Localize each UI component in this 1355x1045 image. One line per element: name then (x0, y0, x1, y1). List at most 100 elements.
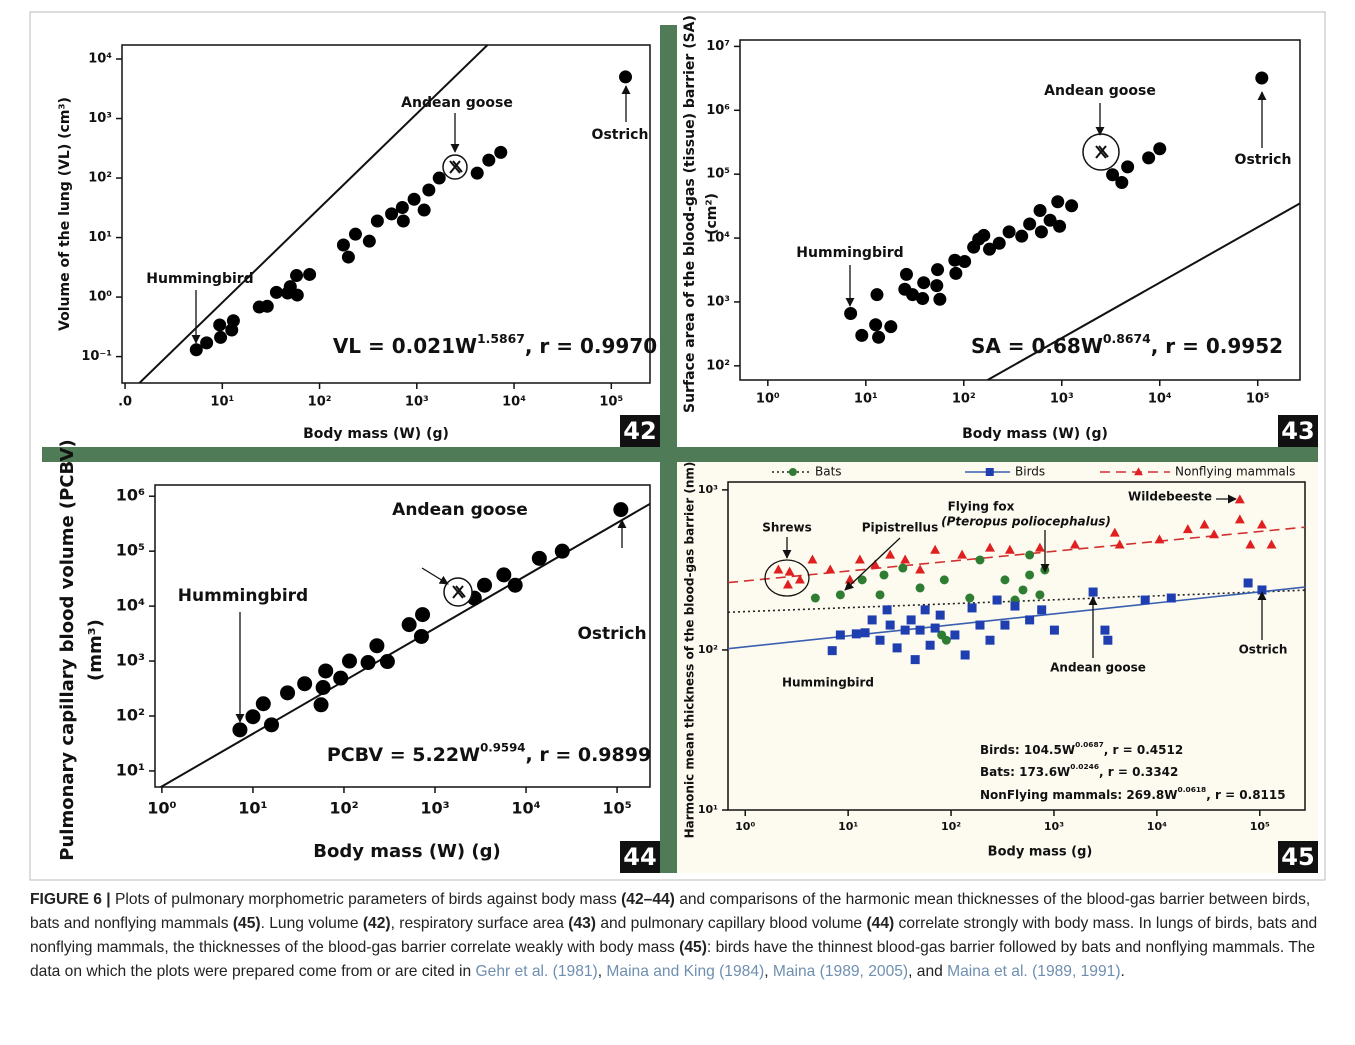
equation-exponent: 0.0687 (1075, 740, 1104, 749)
annotation: Ostrich (577, 624, 646, 644)
legend-marker (985, 468, 994, 476)
cross-marker (452, 585, 466, 599)
highlight-ring (764, 559, 810, 597)
point (385, 207, 399, 221)
point (810, 593, 820, 603)
point (1266, 539, 1277, 549)
point (1234, 514, 1245, 524)
y-tick-label: 10⁶ (116, 486, 145, 505)
point (931, 263, 945, 277)
point (269, 285, 283, 299)
point (930, 279, 944, 293)
point (1103, 635, 1113, 645)
caption: FIGURE 6 | Plots of pulmonary morphometr… (30, 888, 1330, 984)
caption-text: , (764, 963, 773, 980)
y-axis-label: Volume of the lung (VL) (cm³) (57, 97, 73, 331)
point (290, 288, 304, 302)
annotation: Andean goose (401, 95, 513, 111)
point (1121, 160, 1135, 174)
point (280, 685, 296, 701)
point (930, 544, 941, 554)
plot-frame (154, 484, 651, 788)
caption-text: Plots of pulmonary morphometric paramete… (110, 891, 622, 908)
point (336, 238, 350, 252)
point (470, 166, 484, 180)
y-tick-label: 10⁰ (88, 290, 112, 305)
x-tick-label: 10² (941, 820, 961, 833)
point (496, 567, 512, 583)
annotation: Andean goose (392, 500, 528, 520)
point (935, 610, 945, 620)
equation: Birds: 104.5W0.0687, r = 0.4512 (980, 740, 1183, 756)
point (432, 171, 446, 185)
equation-base: PCBV = 5.22W (327, 744, 480, 766)
caption-text: (42) (362, 915, 391, 932)
x-tick-label: 10⁵ (1246, 392, 1270, 407)
point (869, 318, 883, 332)
point (794, 574, 805, 584)
point (370, 214, 384, 228)
point (854, 554, 865, 564)
caption-text: FIGURE 6 | (30, 891, 111, 908)
point (1043, 213, 1057, 227)
point (333, 670, 349, 686)
panel-number: 45 (1281, 843, 1314, 871)
point (1065, 199, 1079, 213)
y-tick-label: 10¹ (698, 803, 718, 816)
point (313, 697, 329, 713)
x-tick-label: 10² (329, 799, 358, 818)
point (477, 577, 493, 593)
equation-exponent: 0.9594 (480, 740, 525, 754)
point (950, 630, 960, 640)
x-axis-label: Body mass (g) (988, 845, 1093, 860)
point (413, 628, 429, 644)
legend-marker (788, 468, 797, 476)
x-tick-label: 10⁰ (756, 392, 780, 407)
citation-link[interactable]: Maina et al. (1989, 1991) (947, 963, 1121, 980)
point (1004, 544, 1015, 554)
point (958, 254, 972, 268)
point (395, 200, 409, 214)
legend-label: Nonflying mammals (1175, 465, 1295, 479)
point (941, 635, 951, 645)
citation-link[interactable]: Maina and King (1984) (606, 963, 765, 980)
panel (677, 462, 1318, 873)
x-tick-label: 10⁴ (1148, 392, 1172, 407)
point (1209, 529, 1220, 539)
y-tick-label: 10² (88, 171, 112, 186)
point (851, 629, 861, 639)
caption-text: (45) (679, 939, 707, 956)
annotation: Hummingbird (796, 245, 903, 261)
equation-exponent: 0.0618 (1178, 785, 1207, 794)
point (1234, 494, 1245, 504)
panel-number-box (620, 841, 660, 873)
x-tick-label: 10⁰ (735, 820, 755, 833)
point (875, 635, 885, 645)
point (1255, 71, 1269, 85)
point (1243, 578, 1253, 588)
citation-link[interactable]: Gehr et al. (1981) (475, 963, 598, 980)
point (977, 228, 991, 242)
annotation: Ostrich (592, 127, 649, 143)
equation-tail: , r = 0.3342 (1099, 765, 1178, 779)
point (401, 617, 417, 633)
x-tick-label: 10³ (1044, 820, 1064, 833)
point (379, 654, 395, 670)
point (957, 549, 968, 559)
panel-number: 43 (1281, 417, 1314, 445)
y-axis-label: (cm²) (704, 193, 720, 235)
y-axis-label: Surface area of the blood-gas (tissue) b… (682, 15, 698, 413)
y-tick-label: 10³ (706, 294, 730, 309)
x-tick-label: 10¹ (238, 799, 267, 818)
equation: Bats: 173.6W0.0246, r = 0.3342 (980, 762, 1178, 778)
point (214, 330, 228, 344)
panel-number-box (620, 415, 660, 447)
citation-link[interactable]: Maina (1989, 2005) (772, 963, 909, 980)
cross-marker (449, 160, 463, 174)
y-tick-label: 10⁴ (706, 231, 730, 246)
x-tick-label: 10⁵ (599, 395, 623, 410)
point (985, 635, 995, 645)
fit-line (728, 589, 1305, 614)
caption-text: (44) (866, 915, 895, 932)
point (318, 663, 334, 679)
